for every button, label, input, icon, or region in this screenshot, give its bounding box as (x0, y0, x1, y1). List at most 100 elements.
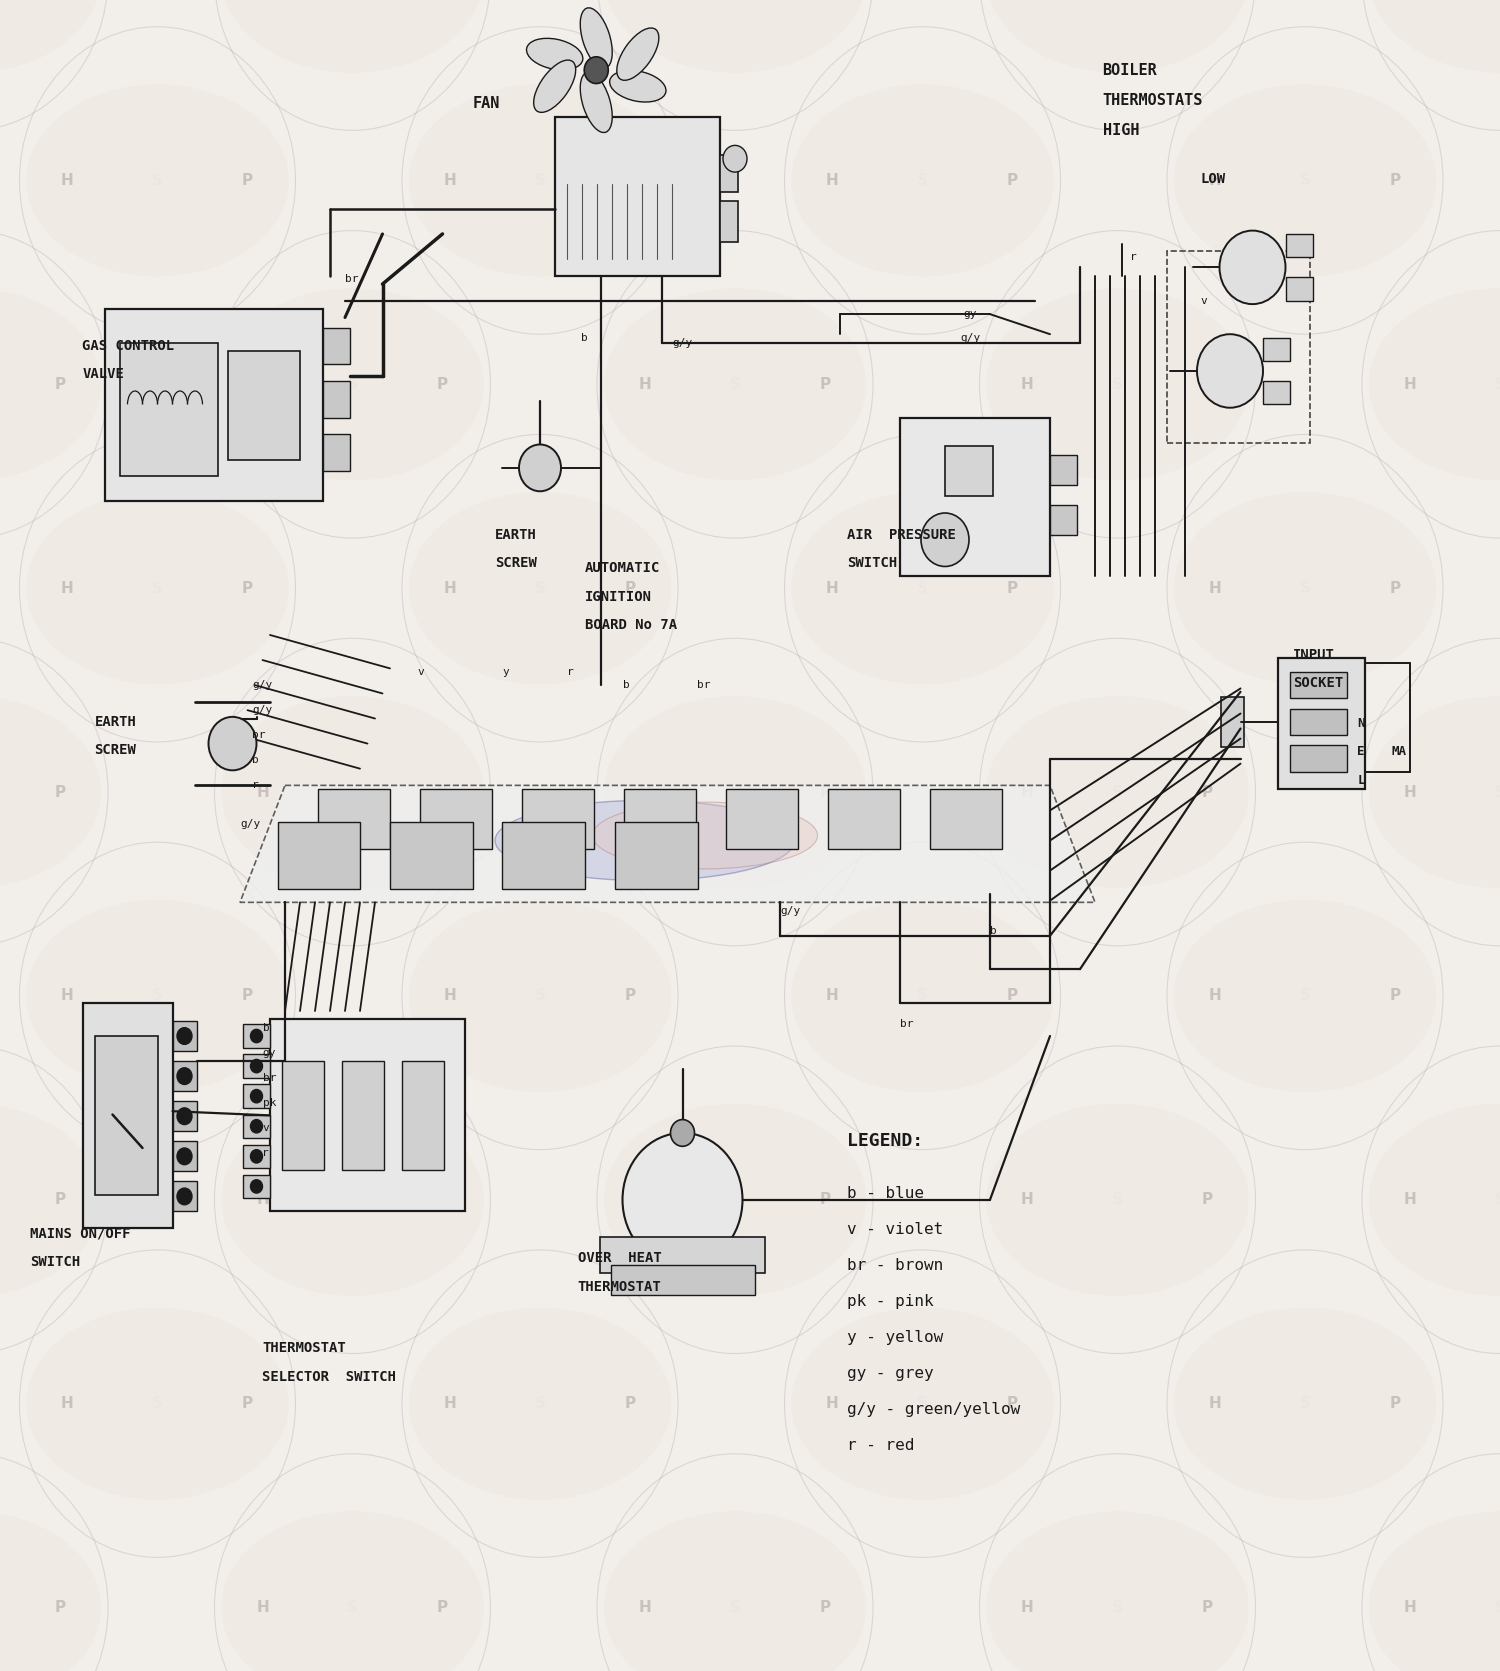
FancyBboxPatch shape (243, 1024, 270, 1048)
Text: S: S (916, 1397, 928, 1410)
Text: S: S (916, 582, 928, 595)
Text: P: P (242, 582, 254, 595)
Text: THERMOSTAT: THERMOSTAT (262, 1342, 346, 1355)
FancyBboxPatch shape (945, 446, 993, 496)
FancyBboxPatch shape (1050, 505, 1077, 535)
Text: b - blue: b - blue (847, 1186, 924, 1201)
FancyBboxPatch shape (1290, 672, 1347, 698)
Text: H: H (1404, 785, 1416, 799)
Text: g/y: g/y (780, 906, 801, 916)
Text: H: H (62, 1397, 74, 1410)
FancyBboxPatch shape (1290, 745, 1347, 772)
FancyBboxPatch shape (172, 1061, 196, 1091)
Text: H: H (827, 1397, 839, 1410)
Text: BOARD No 7A: BOARD No 7A (585, 618, 676, 632)
Circle shape (251, 1029, 262, 1043)
Ellipse shape (26, 899, 288, 1093)
Text: b: b (252, 755, 258, 765)
Text: br: br (345, 274, 358, 284)
Circle shape (585, 57, 609, 84)
Text: P: P (1007, 174, 1019, 187)
Text: S: S (729, 1601, 741, 1614)
Text: S: S (729, 1193, 741, 1206)
Ellipse shape (1173, 1307, 1437, 1501)
Text: g/y - green/yellow: g/y - green/yellow (847, 1402, 1020, 1417)
FancyBboxPatch shape (930, 789, 1002, 849)
Text: AIR  PRESSURE: AIR PRESSURE (847, 528, 957, 541)
Text: EARTH: EARTH (94, 715, 136, 729)
Text: H: H (256, 1601, 268, 1614)
FancyBboxPatch shape (172, 1181, 196, 1211)
Ellipse shape (603, 1511, 867, 1671)
Text: SCREW: SCREW (495, 556, 537, 570)
Text: P: P (819, 785, 831, 799)
Text: P: P (1389, 174, 1401, 187)
Text: P: P (242, 1397, 254, 1410)
Text: H: H (1209, 174, 1221, 187)
Ellipse shape (609, 70, 666, 102)
Text: L: L (1358, 774, 1365, 787)
Text: v: v (1200, 296, 1206, 306)
Text: S: S (1112, 785, 1124, 799)
FancyBboxPatch shape (228, 351, 300, 460)
Text: N: N (1358, 717, 1365, 730)
Circle shape (177, 1028, 192, 1044)
Text: H: H (1209, 989, 1221, 1003)
Text: pk - pink: pk - pink (847, 1295, 934, 1308)
Text: THERMOSTATS: THERMOSTATS (1102, 94, 1203, 107)
Ellipse shape (408, 85, 672, 277)
Ellipse shape (0, 287, 102, 481)
FancyBboxPatch shape (503, 822, 585, 889)
Text: g/y: g/y (240, 819, 261, 829)
Text: P: P (1202, 378, 1214, 391)
Text: SELECTOR  SWITCH: SELECTOR SWITCH (262, 1370, 396, 1384)
FancyBboxPatch shape (322, 434, 350, 471)
Text: P: P (436, 1193, 448, 1206)
Ellipse shape (792, 491, 1053, 685)
FancyBboxPatch shape (610, 1265, 754, 1295)
Circle shape (251, 1089, 262, 1103)
Text: S: S (1494, 785, 1500, 799)
Text: br: br (698, 680, 711, 690)
Text: S: S (1299, 989, 1311, 1003)
Circle shape (670, 1120, 694, 1146)
Text: H: H (639, 1193, 651, 1206)
Text: H: H (1404, 378, 1416, 391)
FancyBboxPatch shape (390, 822, 472, 889)
FancyBboxPatch shape (420, 789, 492, 849)
Circle shape (177, 1068, 192, 1084)
FancyBboxPatch shape (94, 1036, 158, 1195)
Ellipse shape (0, 1511, 102, 1671)
Text: P: P (1202, 1601, 1214, 1614)
Text: P: P (1007, 989, 1019, 1003)
Text: S: S (729, 378, 741, 391)
Text: y - yellow: y - yellow (847, 1330, 944, 1345)
FancyBboxPatch shape (1286, 234, 1312, 257)
FancyBboxPatch shape (243, 1145, 270, 1168)
Circle shape (723, 145, 747, 172)
Text: S: S (152, 989, 164, 1003)
Text: P: P (436, 378, 448, 391)
Ellipse shape (603, 695, 867, 889)
FancyBboxPatch shape (172, 1101, 196, 1131)
Text: P: P (54, 378, 66, 391)
Text: H: H (1404, 1601, 1416, 1614)
Circle shape (251, 1120, 262, 1133)
Text: g/y: g/y (252, 705, 273, 715)
Text: S: S (916, 174, 928, 187)
FancyBboxPatch shape (243, 1054, 270, 1078)
Ellipse shape (0, 1105, 102, 1297)
Text: FAN: FAN (472, 97, 500, 110)
Text: P: P (436, 1601, 448, 1614)
Text: b: b (990, 926, 996, 936)
Ellipse shape (0, 695, 102, 889)
Ellipse shape (26, 491, 288, 685)
Text: br - brown: br - brown (847, 1258, 944, 1273)
Text: S: S (152, 1397, 164, 1410)
FancyBboxPatch shape (318, 789, 390, 849)
Text: OVER  HEAT: OVER HEAT (578, 1252, 662, 1265)
Text: r: r (262, 1148, 270, 1158)
Ellipse shape (792, 899, 1053, 1093)
Circle shape (177, 1108, 192, 1125)
Text: r - red: r - red (847, 1439, 915, 1452)
